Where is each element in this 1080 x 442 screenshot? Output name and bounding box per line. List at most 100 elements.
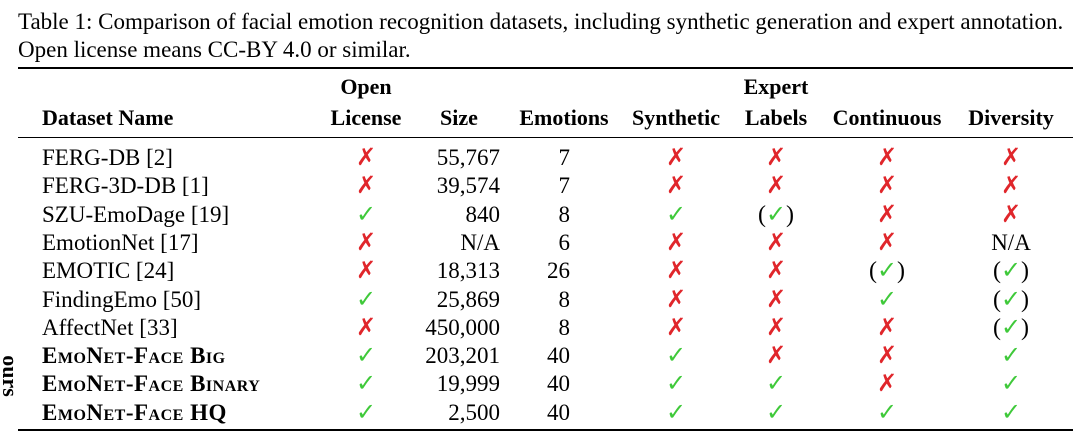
check-mark-icon: ✓ <box>1000 287 1022 313</box>
cell-continuous: ✗ <box>877 229 897 257</box>
cell-expert: ✗ <box>766 314 786 342</box>
cell-expert: ✗ <box>766 257 786 285</box>
cell-continuous: ✗ <box>877 314 897 342</box>
cross-mark-icon: ✗ <box>665 258 687 284</box>
cell-license: ✗ <box>356 229 376 257</box>
dataset-size: 39,574 <box>436 173 500 198</box>
header-rule <box>18 137 1073 138</box>
dataset-size: 18,313 <box>436 258 500 283</box>
cell-diversity: ✗ <box>1001 144 1021 172</box>
dataset-emotions: 40 <box>547 343 570 368</box>
cell-expert: ✓ <box>766 370 786 398</box>
header-emotions: Emotions <box>519 105 609 130</box>
check-mark-icon: ✓ <box>355 371 377 397</box>
check-mark-icon: ✓ <box>1000 343 1022 369</box>
cell-continuous: ✗ <box>877 201 897 229</box>
cross-mark-icon: ✗ <box>765 145 787 171</box>
dataset-name: EMOTIC [24] <box>42 258 175 283</box>
cell-continuous: ✓ <box>877 399 897 427</box>
cell-diversity: ✓ <box>1001 399 1021 427</box>
cell-license: ✓ <box>356 342 376 370</box>
header-expert-bottom: Labels <box>744 105 808 130</box>
cell-license: ✓ <box>356 399 376 427</box>
cross-mark-icon: ✗ <box>355 258 377 284</box>
cell-license: ✓ <box>356 286 376 314</box>
dataset-size: 2,500 <box>448 400 500 425</box>
cell-synthetic: ✗ <box>666 144 686 172</box>
dataset-name: EmoNet-Face Binary <box>42 371 261 396</box>
cross-mark-icon: ✗ <box>665 145 687 171</box>
check-mark-icon: ✓ <box>355 287 377 313</box>
cell-license: ✗ <box>356 172 376 200</box>
dataset-emotions: 40 <box>547 371 570 396</box>
cell-synthetic: ✓ <box>666 399 686 427</box>
header-size: Size <box>440 105 478 130</box>
top-rule <box>18 67 1073 69</box>
dataset-name: EmotionNet [17] <box>42 230 199 255</box>
dataset-name: EmoNet-Face HQ <box>42 400 227 425</box>
cross-mark-icon: ✗ <box>876 371 898 397</box>
check-mark-icon: ✓ <box>876 287 898 313</box>
cross-mark-icon: ✗ <box>765 173 787 199</box>
header-license-top: Open <box>340 74 392 99</box>
cell-diversity: ✓ <box>1001 370 1021 398</box>
cell-diversity: (✓) <box>992 287 1030 313</box>
cell-continuous: ✗ <box>877 370 897 398</box>
cell-diversity: (✓) <box>992 315 1030 341</box>
check-mark-icon: ✓ <box>665 343 687 369</box>
dataset-name: FindingEmo [50] <box>42 287 202 312</box>
check-mark-icon: ✓ <box>1000 315 1022 341</box>
check-mark-icon: ✓ <box>665 371 687 397</box>
cell-diversity: N/A <box>991 230 1031 255</box>
cell-continuous: ✗ <box>877 342 897 370</box>
dataset-size: 840 <box>465 202 501 227</box>
cell-expert: ✗ <box>766 229 786 257</box>
cell-synthetic: ✓ <box>666 201 686 229</box>
dataset-size: 203,201 <box>425 343 500 368</box>
cell-expert: ✓ <box>766 399 786 427</box>
cell-diversity: ✓ <box>1001 342 1021 370</box>
cell-synthetic: ✗ <box>666 172 686 200</box>
cross-mark-icon: ✗ <box>665 230 687 256</box>
dataset-emotions: 7 <box>558 145 571 170</box>
cell-diversity: ✗ <box>1001 201 1021 229</box>
table-caption: Table 1: Comparison of facial emotion re… <box>18 9 1064 62</box>
cell-continuous: ✓ <box>877 286 897 314</box>
cross-mark-icon: ✗ <box>876 145 898 171</box>
cross-mark-icon: ✗ <box>765 287 787 313</box>
bottom-rule <box>18 429 1073 431</box>
cell-synthetic: ✗ <box>666 257 686 285</box>
dataset-size: 19,999 <box>436 371 500 396</box>
check-mark-icon: ✓ <box>765 202 787 228</box>
cross-mark-icon: ✗ <box>876 343 898 369</box>
cell-license: ✗ <box>356 257 376 285</box>
dataset-emotions: 26 <box>547 258 570 283</box>
cross-mark-icon: ✗ <box>876 230 898 256</box>
cell-license: ✓ <box>356 201 376 229</box>
cell-license: ✗ <box>356 144 376 172</box>
cross-mark-icon: ✗ <box>1000 173 1022 199</box>
cell-expert: (✓) <box>757 202 795 228</box>
dataset-emotions: 7 <box>558 173 571 198</box>
cell-expert: ✗ <box>766 144 786 172</box>
dataset-name: FERG-DB [2] <box>42 145 173 170</box>
header-license-bottom: License <box>330 105 402 130</box>
check-mark-icon: ✓ <box>876 400 898 426</box>
cell-license: ✓ <box>356 370 376 398</box>
cell-expert: ✗ <box>766 172 786 200</box>
cross-mark-icon: ✗ <box>665 315 687 341</box>
cell-synthetic: ✗ <box>666 229 686 257</box>
cell-synthetic: ✗ <box>666 286 686 314</box>
check-mark-icon: ✓ <box>355 343 377 369</box>
header-diversity: Diversity <box>968 105 1054 130</box>
dataset-name: SZU-EmoDage [19] <box>42 202 230 227</box>
cell-continuous: ✗ <box>877 172 897 200</box>
dataset-emotions: 6 <box>558 230 571 255</box>
cross-mark-icon: ✗ <box>876 173 898 199</box>
cross-mark-icon: ✗ <box>765 258 787 284</box>
dataset-emotions: 40 <box>547 400 570 425</box>
cell-continuous: ✗ <box>877 144 897 172</box>
cross-mark-icon: ✗ <box>876 202 898 228</box>
check-mark-icon: ✓ <box>1000 371 1022 397</box>
